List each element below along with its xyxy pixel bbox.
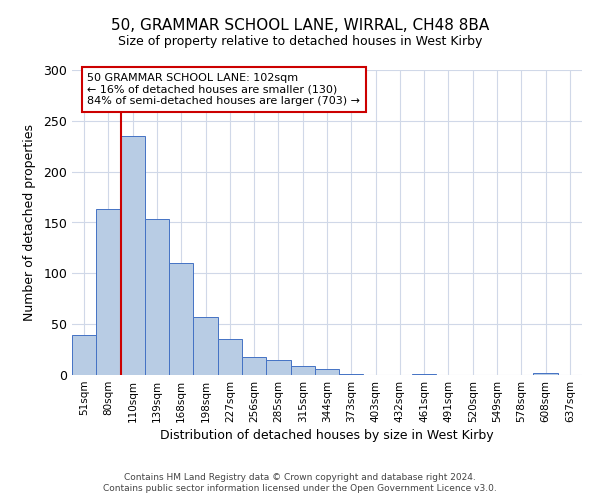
Bar xyxy=(242,356,266,375)
Bar xyxy=(96,210,121,375)
Text: 50, GRAMMAR SCHOOL LANE, WIRRAL, CH48 8BA: 50, GRAMMAR SCHOOL LANE, WIRRAL, CH48 8B… xyxy=(111,18,489,32)
Bar xyxy=(412,374,436,375)
Text: Size of property relative to detached houses in West Kirby: Size of property relative to detached ho… xyxy=(118,35,482,48)
Bar xyxy=(193,317,218,375)
Bar xyxy=(145,220,169,375)
Bar xyxy=(266,360,290,375)
Bar xyxy=(290,366,315,375)
Bar xyxy=(339,374,364,375)
Bar xyxy=(121,136,145,375)
X-axis label: Distribution of detached houses by size in West Kirby: Distribution of detached houses by size … xyxy=(160,429,494,442)
Text: 50 GRAMMAR SCHOOL LANE: 102sqm
← 16% of detached houses are smaller (130)
84% of: 50 GRAMMAR SCHOOL LANE: 102sqm ← 16% of … xyxy=(88,73,360,106)
Bar xyxy=(169,263,193,375)
Text: Contains HM Land Registry data © Crown copyright and database right 2024.: Contains HM Land Registry data © Crown c… xyxy=(124,472,476,482)
Y-axis label: Number of detached properties: Number of detached properties xyxy=(23,124,37,321)
Bar xyxy=(218,340,242,375)
Bar xyxy=(72,336,96,375)
Bar xyxy=(533,373,558,375)
Bar xyxy=(315,369,339,375)
Text: Contains public sector information licensed under the Open Government Licence v3: Contains public sector information licen… xyxy=(103,484,497,493)
